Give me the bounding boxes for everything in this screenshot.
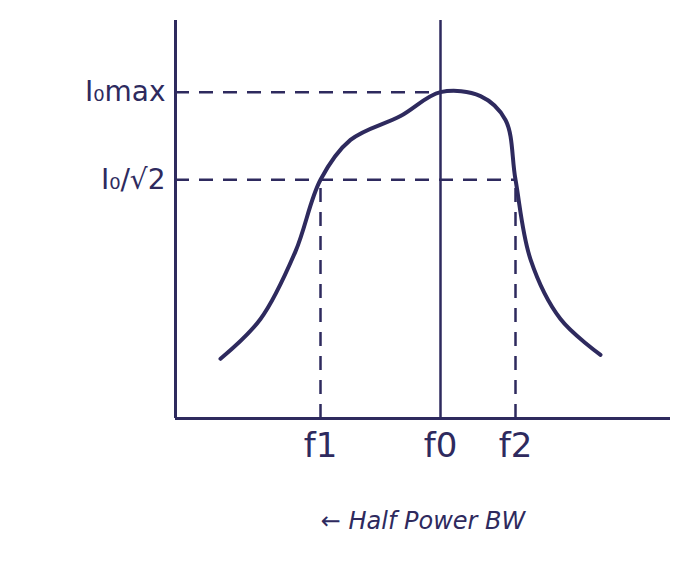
svg-text:I₀/√2: I₀/√2	[101, 163, 166, 196]
svg-text:f1: f1	[304, 425, 338, 465]
svg-text:I₀max: I₀max	[85, 75, 166, 108]
svg-text:f0: f0	[424, 425, 458, 465]
svg-text:← Half Power BW: ← Half Power BW	[321, 507, 527, 535]
svg-text:f2: f2	[499, 425, 533, 465]
